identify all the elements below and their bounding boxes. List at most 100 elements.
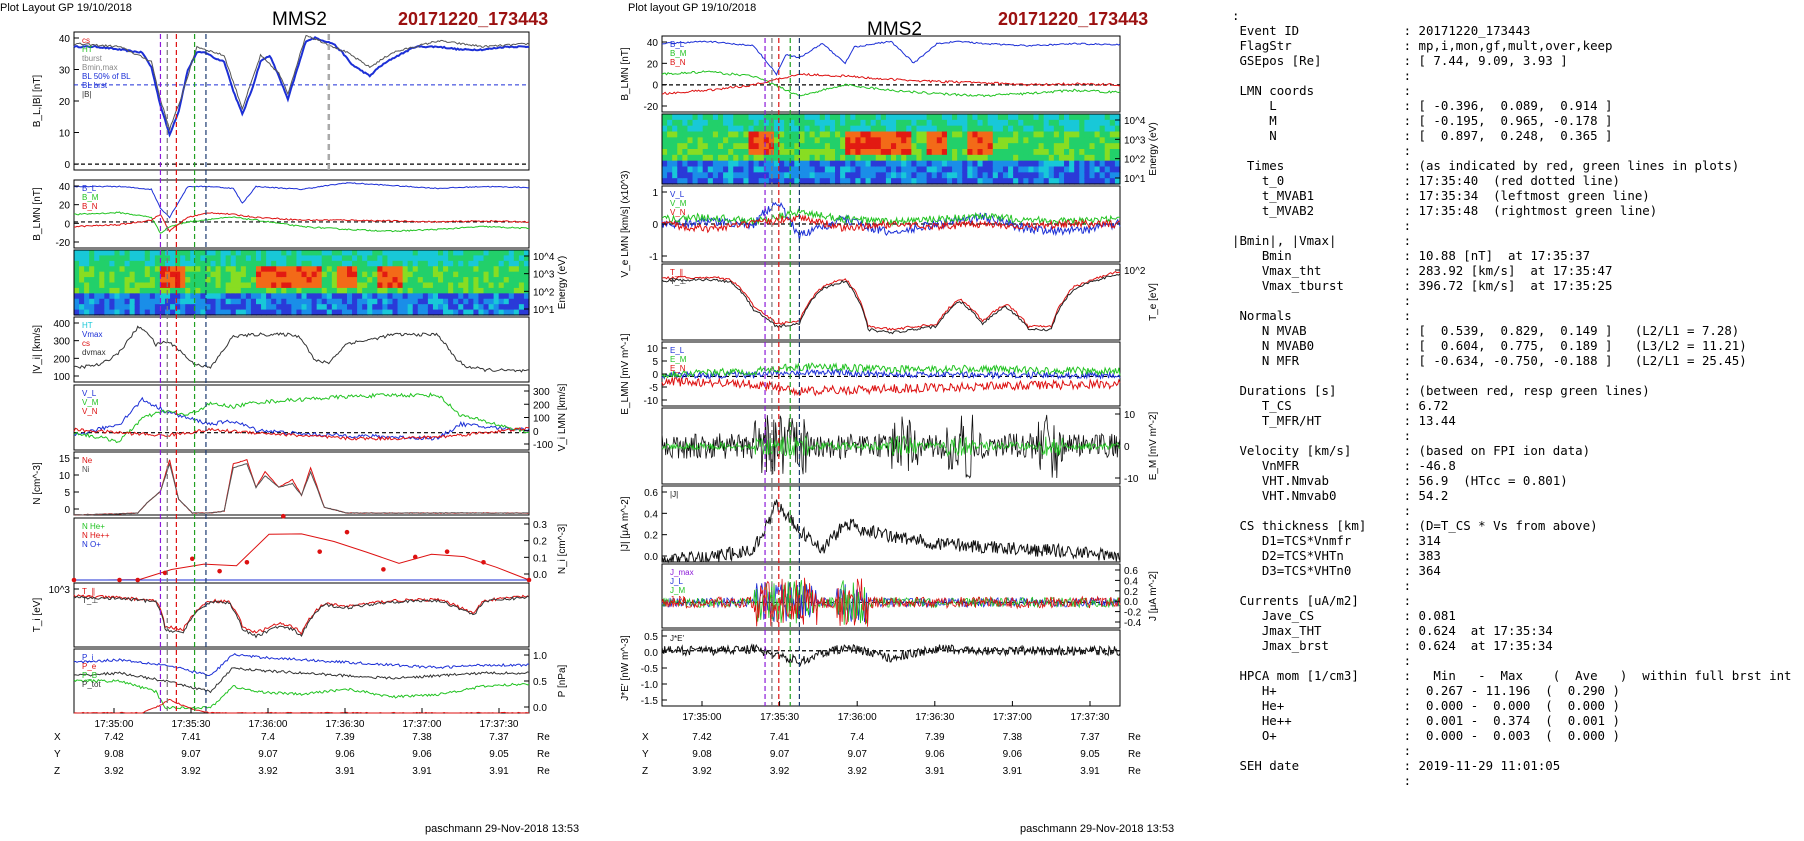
spectrogram-cell: [89, 304, 95, 311]
spectrogram-cell: [1028, 149, 1035, 156]
spectrogram-cell: [682, 137, 689, 144]
spectrogram-cell: [321, 255, 328, 262]
spectrogram-cell: [422, 260, 429, 267]
spectrogram-cell: [1023, 137, 1029, 144]
spectrogram-cell: [377, 250, 383, 257]
right-footer: paschmann 29-Nov-2018 13:53: [1020, 823, 1175, 835]
spectrogram-cell: [1079, 154, 1085, 162]
y-axis-label: B_LMN [nT]: [620, 47, 631, 101]
series-p2-b-m: [73, 211, 530, 234]
spectrogram-cell: [682, 131, 689, 138]
panel-frame: [73, 179, 530, 249]
spectrogram-cell: [250, 287, 257, 294]
y-tick-label: 20: [59, 201, 71, 212]
legend-entry: V_L: [82, 389, 97, 398]
spectrogram-cell: [134, 250, 141, 257]
spectrogram-cell: [707, 154, 714, 162]
legend-entry: N He+: [82, 522, 105, 531]
spectrogram-cell: [1028, 119, 1035, 127]
spectrogram-cell: [697, 143, 704, 150]
spectrogram-cell: [962, 143, 968, 150]
spectrogram-cell: [1053, 172, 1060, 179]
spectrogram-cell: [357, 282, 363, 289]
spectrogram-cell: [124, 287, 131, 294]
spectrogram-cell: [175, 271, 181, 278]
spectrogram-cell: [687, 137, 694, 144]
spectrogram-cell: [855, 154, 862, 162]
spectrogram-cell: [185, 277, 191, 284]
ephem-value: 3.91: [1003, 766, 1023, 777]
spectrogram-cell: [74, 255, 80, 262]
spectrogram-cell: [901, 137, 907, 144]
spectrogram-cell: [936, 131, 943, 138]
spectrogram-cell: [977, 178, 984, 185]
spectrogram-cell: [407, 287, 414, 294]
spectrogram-cell: [1048, 119, 1055, 127]
y-tick-label: 40: [647, 38, 659, 49]
spectrogram-cell: [860, 154, 867, 162]
spectrogram-cell: [448, 266, 454, 273]
spectrogram-cell: [941, 125, 948, 133]
spectrogram-cell: [448, 287, 454, 294]
spectrogram-cell: [819, 125, 826, 133]
spectrogram-cell: [240, 277, 247, 284]
spectrogram-cell: [124, 266, 131, 273]
spectrogram-cell: [824, 119, 831, 127]
spectrogram-cell: [1002, 143, 1009, 150]
spectrogram-cell: [1058, 160, 1065, 168]
spectrogram-cell: [1043, 137, 1050, 144]
spectrogram-cell: [946, 149, 953, 156]
spectrogram-cell: [1064, 137, 1070, 144]
spectrogram-cell: [921, 125, 928, 133]
spectrogram-cell: [962, 137, 968, 144]
spectrogram-cell: [799, 114, 806, 121]
spectrogram-cell: [1018, 137, 1024, 144]
spectrogram-cell: [180, 271, 186, 278]
spectrogram-cell: [845, 143, 851, 150]
spectrogram-cell: [114, 298, 121, 305]
spectrogram-cell: [687, 154, 694, 162]
spectrogram-cell: [154, 293, 161, 300]
spectrogram-cell: [707, 178, 714, 185]
spectrogram-cell: [901, 172, 907, 179]
spectrogram-cell: [367, 304, 373, 311]
spectrogram-cell: [392, 282, 399, 289]
spectrogram-cell: [997, 137, 1004, 144]
y-tick-label: 0.3: [533, 520, 547, 531]
spectrogram-cell: [1109, 125, 1116, 133]
ephem-value: 7.42: [104, 732, 124, 743]
spectrogram-cell: [967, 178, 974, 185]
spectrogram-cell: [210, 266, 217, 273]
info-line: t_MVAB1 : 17:35:34 (leftmost green line): [1232, 188, 1650, 203]
spectrogram-cell: [1074, 149, 1080, 156]
spectrogram-cell: [473, 255, 480, 262]
spectrogram-cell: [921, 137, 928, 144]
spectrogram-cell: [347, 287, 353, 294]
spectrogram-cell: [74, 266, 80, 273]
ephem-value: 3.92: [847, 766, 867, 777]
spectrogram-cell: [1109, 143, 1116, 150]
spectrogram-cell: [119, 287, 126, 294]
y-tick-label: 10^4: [1124, 116, 1146, 127]
spectrogram-cell: [662, 160, 668, 168]
spectrogram-cell: [672, 160, 678, 168]
spectrogram-cell: [256, 304, 262, 311]
spectrogram-cell: [1079, 166, 1085, 173]
spectrogram-cell: [74, 287, 80, 294]
spectrogram-cell: [513, 298, 520, 305]
spectrogram-cell: [200, 260, 207, 267]
spectrogram-cell: [79, 277, 85, 284]
spectrogram-cell: [170, 277, 176, 284]
y-axis-label: J [μA m^-2]: [1148, 571, 1159, 621]
spectrogram-cell: [306, 282, 313, 289]
spectrogram-cell: [1114, 143, 1121, 150]
spectrogram-cell: [144, 271, 151, 278]
spectrogram-cell: [503, 293, 510, 300]
spectrogram-cell: [240, 304, 247, 311]
spectrogram-cell: [926, 143, 933, 150]
spectrogram-cell: [311, 260, 318, 267]
spectrogram-cell: [936, 125, 943, 133]
spectrogram-cell: [336, 287, 343, 294]
spectrogram-cell: [463, 266, 469, 273]
spectrogram-cell: [215, 309, 222, 316]
